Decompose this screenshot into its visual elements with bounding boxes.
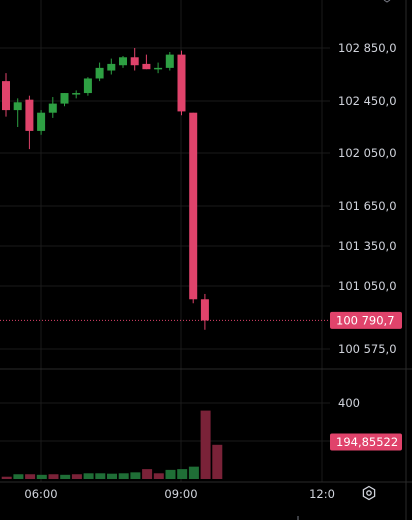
current-price-label: 100 790,7 [336,313,395,327]
candle [60,93,69,107]
volume-tick-label: 400 [338,396,360,410]
candle-body [2,81,10,111]
time-axis[interactable]: 06:00 09:00 12:0 [24,487,334,501]
candle-body [200,299,209,321]
volume-bar [130,472,141,479]
candle-body [177,54,186,112]
gear-icon[interactable] [362,485,376,501]
candle-body [189,112,198,300]
chevron-down-icon[interactable] [383,0,391,3]
volume-bar [165,469,176,479]
current-volume-label: 194,85522 [336,435,398,449]
volume-bar [95,473,106,479]
volume-bar [188,466,199,479]
volume-bar [177,469,188,479]
volume-bar [36,474,47,479]
candle [95,62,104,82]
volume-series [1,410,223,479]
volume-bar [13,474,24,479]
candle [189,112,198,304]
current-volume-tag: 194,85522 [330,433,402,451]
candle-body [142,63,151,70]
candle-body [37,112,46,131]
candle-body [107,63,116,71]
candle [72,90,81,99]
candle [119,55,127,68]
price-tick-label: 102 850,0 [338,41,397,55]
candle-body [48,103,57,113]
price-tick-label: 102 050,0 [338,146,397,160]
volume-bar [118,473,129,479]
volume-bar [71,474,82,479]
candle [130,48,139,71]
candle [25,95,34,150]
candle [107,58,116,75]
candle [48,97,57,118]
candle-body [154,67,163,70]
volume-axis[interactable]: 400 [338,396,360,410]
price-tick-label: 101 650,0 [338,199,397,213]
candle [165,51,174,71]
candle-body [119,57,127,66]
volume-bar [107,473,117,479]
volume-bar [1,476,12,479]
candle [83,77,92,96]
volume-bar [212,444,223,479]
candle [37,110,46,135]
candle [200,293,209,330]
candle [2,73,10,117]
volume-bar [25,474,36,479]
candle [142,54,151,70]
volume-bar [83,473,94,479]
candle-body [60,93,69,104]
grid-lines [0,0,330,482]
time-tick-label: 12:0 [309,487,335,501]
current-price-tag: 100 790,7 [330,311,402,329]
price-tick-label: 101 350,0 [338,239,397,253]
price-tick-label: 102 450,0 [338,94,397,108]
volume-bar [60,474,71,479]
time-tick-label: 09:00 [164,487,197,501]
candle-body [13,102,22,111]
price-tick-label: 101 050,0 [338,279,397,293]
candle-body [165,54,174,68]
candle-body [95,67,104,79]
candle [154,62,163,74]
candle [13,98,22,127]
candle-body [25,99,34,131]
candlestick-series [2,48,209,330]
candle-body [130,57,139,66]
volume-bar [48,474,59,479]
volume-bar [153,473,164,479]
volume-bar [200,410,211,479]
candle-body [72,93,81,95]
price-tick-label: 100 575,0 [338,342,397,356]
price-axis[interactable]: 102 850,0 102 450,0 102 050,0 101 650,0 101 … [338,41,397,356]
volume-bar [142,469,153,479]
candle-body [83,78,92,94]
candle [177,50,186,116]
time-tick-label: 06:00 [24,487,57,501]
